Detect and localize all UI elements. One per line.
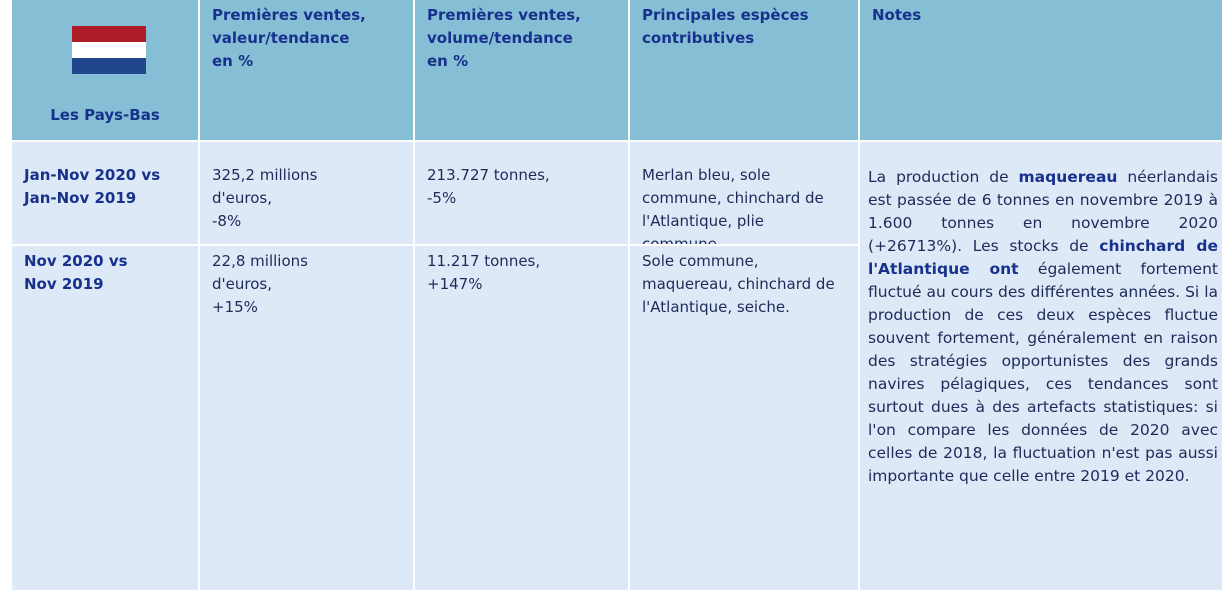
line: volume/tendance [427, 29, 573, 47]
header-cell: Notes [860, 0, 1222, 140]
header-cell: Principales espèces contributives [630, 0, 858, 140]
line: Nov 2020 vs [24, 252, 128, 270]
notes-bold: maquereau [1018, 168, 1118, 186]
notes-bold: chinchard de l'Atlantique ont [868, 237, 1218, 278]
line: 325,2 millions [212, 166, 318, 184]
line: 11.217 tonnes, [427, 252, 541, 270]
species: Sole commune, maquereau, chinchard de l'… [630, 246, 858, 590]
header-country: Les Pays-Bas [12, 0, 198, 140]
line: en % [427, 52, 469, 70]
line: d'euros, [212, 275, 272, 293]
notes-text: également fortement fluctué au cours des… [868, 260, 1218, 485]
header-cell: Premières ventes, volume/tendance en % [415, 0, 628, 140]
line: Nov 2019 [24, 275, 104, 293]
line: Jan-Nov 2019 [24, 189, 137, 207]
line: Notes [872, 6, 922, 24]
line: Premières ventes, [427, 6, 581, 24]
value: 325,2 millions d'euros, -8% [200, 142, 413, 244]
volume: 11.217 tonnes, +147% [415, 246, 628, 590]
species: Merlan bleu, sole commune, chinchard de … [630, 142, 858, 244]
line: contributives [642, 29, 755, 47]
line: 213.727 tonnes, [427, 166, 550, 184]
line: en % [212, 52, 254, 70]
notes: La production de maquereau néerlandais e… [860, 142, 1222, 590]
line: +15% [212, 298, 258, 316]
line: -8% [212, 212, 242, 230]
line: Jan-Nov 2020 vs [24, 166, 161, 184]
line: d'euros, [212, 189, 272, 207]
volume: 213.727 tonnes, -5% [415, 142, 628, 244]
line: valeur/tendance [212, 29, 350, 47]
line: Premières ventes, [212, 6, 366, 24]
flag [72, 26, 146, 74]
notes-text: La production de [868, 168, 1019, 186]
country-name: Les Pays-Bas [50, 106, 160, 124]
line: Principales espèces [642, 6, 809, 24]
line: -5% [427, 189, 457, 207]
line: 22,8 millions [212, 252, 308, 270]
period: Nov 2020 vs Nov 2019 [12, 246, 198, 590]
header-cell: Premières ventes, valeur/tendance en % [200, 0, 413, 140]
line: +147% [427, 275, 483, 293]
period: Jan-Nov 2020 vs Jan-Nov 2019 [12, 142, 198, 244]
value: 22,8 millions d'euros, +15% [200, 246, 413, 590]
notes-text: néerlandais est passée de 6 tonnes en no… [868, 168, 1218, 255]
